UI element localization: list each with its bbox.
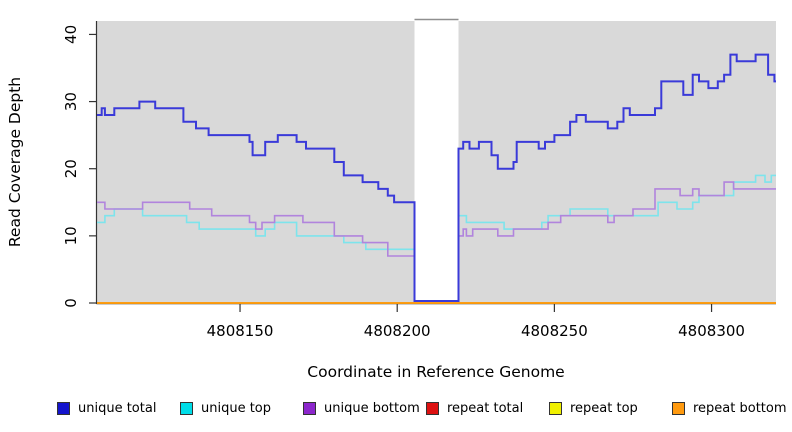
legend-label: unique bottom bbox=[324, 401, 420, 416]
y-tick-label: 10 bbox=[62, 226, 80, 245]
legend-swatch-icon bbox=[303, 402, 316, 415]
series-line-unique-top bbox=[97, 174, 776, 302]
legend-item-unique-top: unique top bbox=[180, 401, 303, 416]
y-tick-label: 30 bbox=[62, 92, 80, 111]
legend-swatch-icon bbox=[672, 402, 685, 415]
legend-label: unique top bbox=[201, 401, 272, 416]
legend-label: repeat total bbox=[447, 401, 524, 416]
y-tick-label: 0 bbox=[62, 298, 80, 308]
x-tick-label: 4808200 bbox=[364, 322, 431, 340]
x-tick-label: 4808150 bbox=[207, 322, 274, 340]
legend-item-repeat-total: repeat total bbox=[426, 401, 549, 416]
legend-label: repeat bottom bbox=[693, 401, 787, 416]
legend-item-repeat-top: repeat top bbox=[549, 401, 672, 416]
masked-region bbox=[414, 21, 459, 303]
legend-swatch-icon bbox=[180, 402, 193, 415]
legend-item-unique-bottom: unique bottom bbox=[303, 401, 426, 416]
series-line-unique-total bbox=[97, 53, 776, 302]
x-axis-label: Coordinate in Reference Genome bbox=[307, 363, 564, 381]
legend-label: repeat top bbox=[570, 401, 638, 416]
legend-item-unique-total: unique total bbox=[57, 401, 180, 416]
legend-swatch-icon bbox=[426, 402, 439, 415]
y-axis-label: Read Coverage Depth bbox=[6, 77, 24, 247]
y-tick-label: 20 bbox=[62, 159, 80, 178]
legend-label: unique total bbox=[78, 401, 157, 416]
series-line-unique-bottom bbox=[97, 181, 776, 302]
legend-swatch-icon bbox=[57, 402, 70, 415]
legend: unique total unique top unique bottom repea… bbox=[57, 401, 792, 416]
legend-swatch-icon bbox=[549, 402, 562, 415]
x-tick-label: 4808300 bbox=[678, 322, 745, 340]
y-tick-label: 40 bbox=[62, 25, 80, 44]
x-tick-label: 4808250 bbox=[521, 322, 588, 340]
legend-item-repeat-bottom: repeat bottom bbox=[672, 401, 792, 416]
